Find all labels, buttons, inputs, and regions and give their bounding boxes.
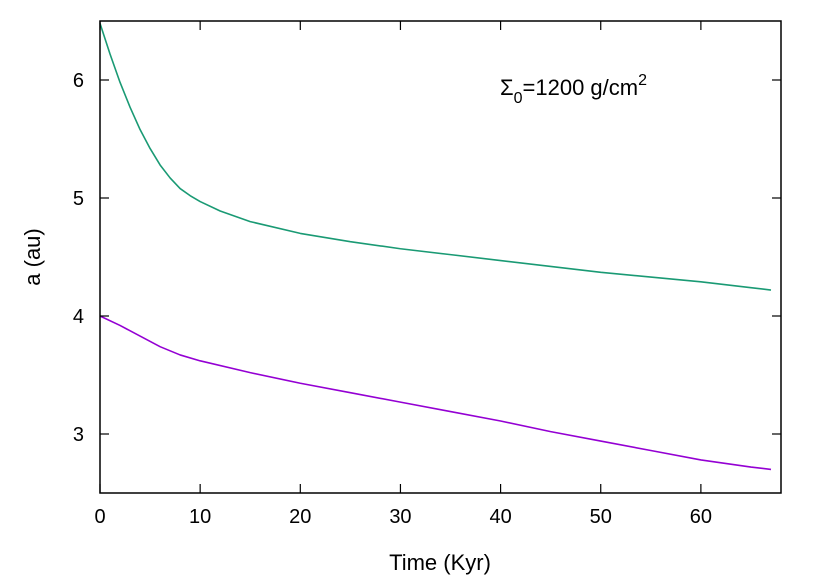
plot-frame [99, 20, 782, 494]
annotation-symbol: Σ [500, 75, 514, 100]
y-tick-label: 5 [73, 188, 84, 210]
x-axis-title: Time (Kyr) [389, 550, 491, 575]
series-line-1 [99, 23, 772, 291]
series-line-2 [99, 315, 772, 471]
x-tick-label: 60 [690, 506, 712, 528]
y-tick-label: 6 [73, 70, 84, 92]
x-tick-label: 50 [590, 506, 612, 528]
x-tick-label: 10 [189, 506, 211, 528]
annotation-text: =1200 g/cm [523, 75, 639, 100]
y-axis-title: a (au) [20, 228, 45, 285]
y-tick-label: 3 [73, 424, 84, 446]
x-tick-label: 40 [489, 506, 511, 528]
x-tick-label: 20 [289, 506, 311, 528]
x-tick-label: 0 [94, 506, 105, 528]
y-tick-label: 4 [73, 306, 84, 328]
annotation-superscript: 2 [638, 72, 647, 89]
annotation-subscript: 0 [514, 90, 523, 107]
x-tick-label: 30 [389, 506, 411, 528]
annotation: Σ0=1200 g/cm2 [500, 72, 647, 107]
series-layer [99, 23, 772, 471]
